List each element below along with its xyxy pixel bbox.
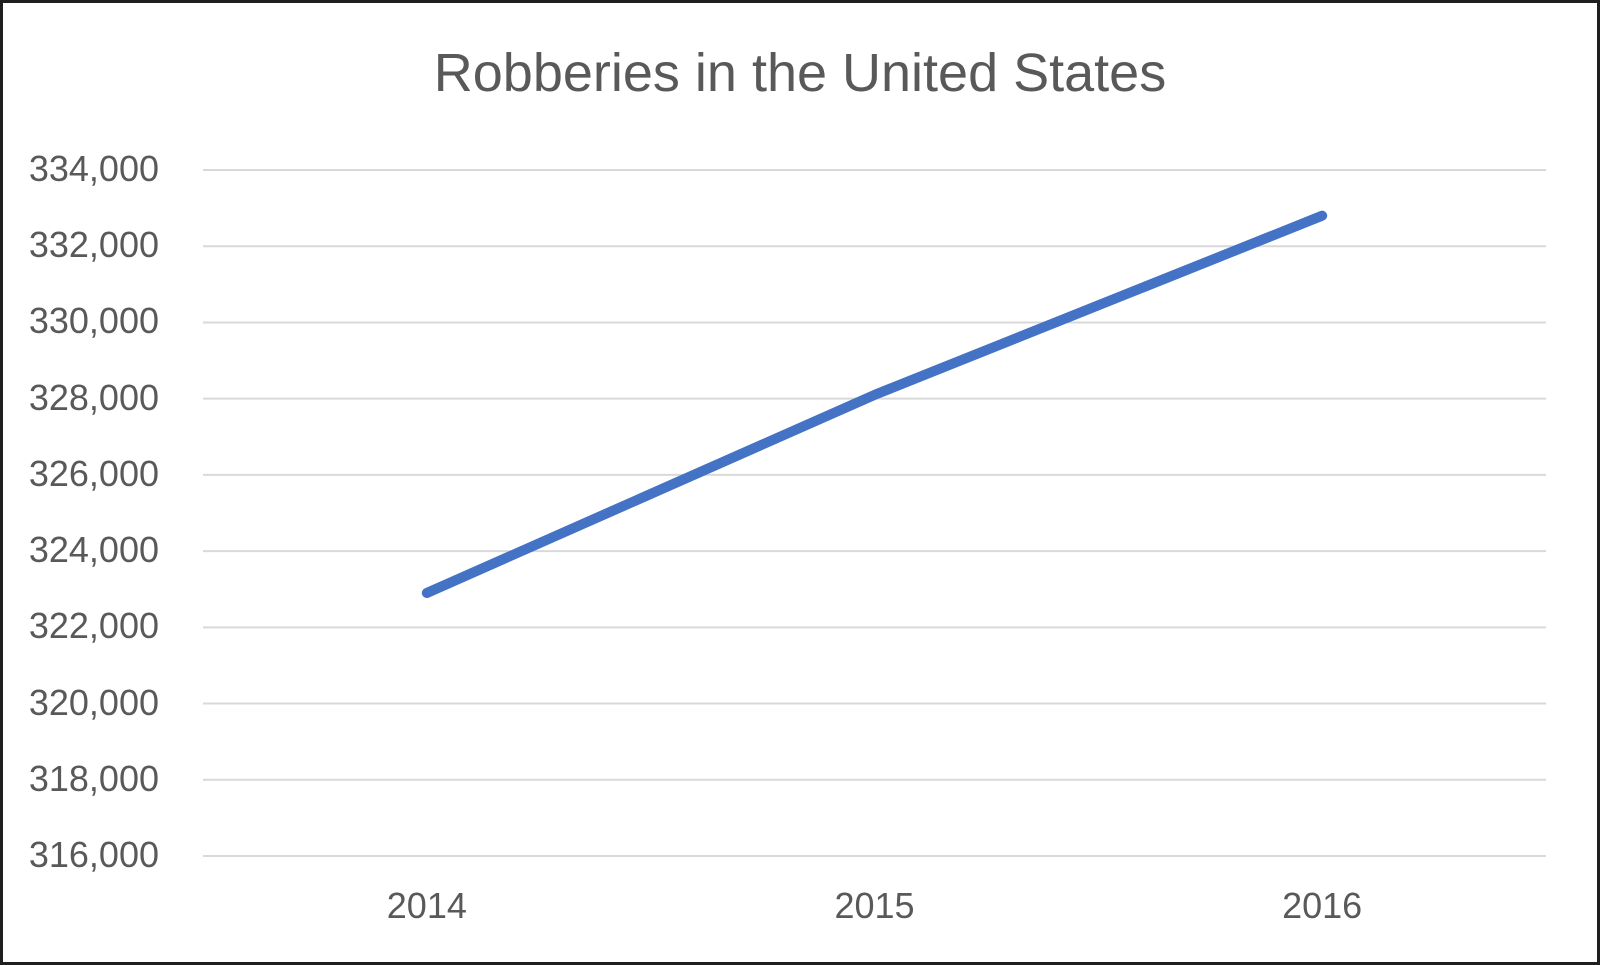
chart-title: Robberies in the United States	[433, 43, 1167, 103]
y-axis-tick-label: 332,000	[28, 224, 159, 266]
y-axis-tick-label: 318,000	[28, 757, 159, 799]
line-chart-plot	[203, 169, 1546, 857]
y-axis-tick-label: 334,000	[28, 148, 159, 190]
x-axis-tick-label: 2015	[834, 885, 915, 926]
y-axis-tick-label: 328,000	[28, 376, 159, 418]
y-axis-tick-label: 320,000	[28, 681, 159, 723]
y-axis-tick-label: 324,000	[28, 529, 159, 571]
y-axis-tick-label: 316,000	[28, 834, 159, 876]
series-line	[421, 210, 1328, 598]
y-axis-tick-label: 330,000	[28, 300, 159, 342]
x-axis-tick-label: 2014	[386, 885, 467, 926]
y-axis-tick-label: 326,000	[28, 453, 159, 495]
x-axis-tick-label: 2016	[1282, 885, 1363, 926]
y-axis-tick-label: 322,000	[28, 605, 159, 647]
